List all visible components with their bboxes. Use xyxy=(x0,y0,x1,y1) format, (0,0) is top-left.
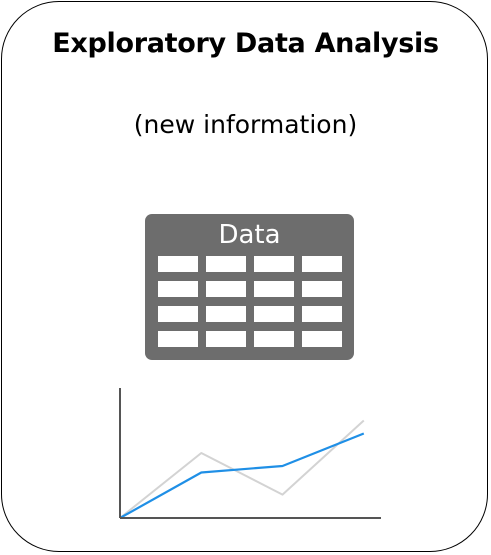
table-cell xyxy=(254,281,294,297)
table-cell xyxy=(206,331,246,347)
data-table-icon: Data xyxy=(145,214,354,360)
table-cell xyxy=(254,331,294,347)
table-cell xyxy=(302,281,342,297)
table-cell xyxy=(302,306,342,322)
table-cell xyxy=(158,256,198,272)
table-cell xyxy=(158,331,198,347)
table-cell xyxy=(206,306,246,322)
table-cell xyxy=(206,281,246,297)
table-cell xyxy=(254,256,294,272)
table-cell xyxy=(302,256,342,272)
table-cell xyxy=(206,256,246,272)
page-subtitle: (new information) xyxy=(133,110,358,139)
table-cell xyxy=(254,306,294,322)
table-cell xyxy=(302,331,342,347)
table-cell xyxy=(158,306,198,322)
table-cell xyxy=(158,281,198,297)
series-line-2 xyxy=(119,432,365,519)
page-title: Exploratory Data Analysis xyxy=(52,28,439,59)
series-line-1 xyxy=(119,419,365,519)
table-header-label: Data xyxy=(218,220,281,250)
